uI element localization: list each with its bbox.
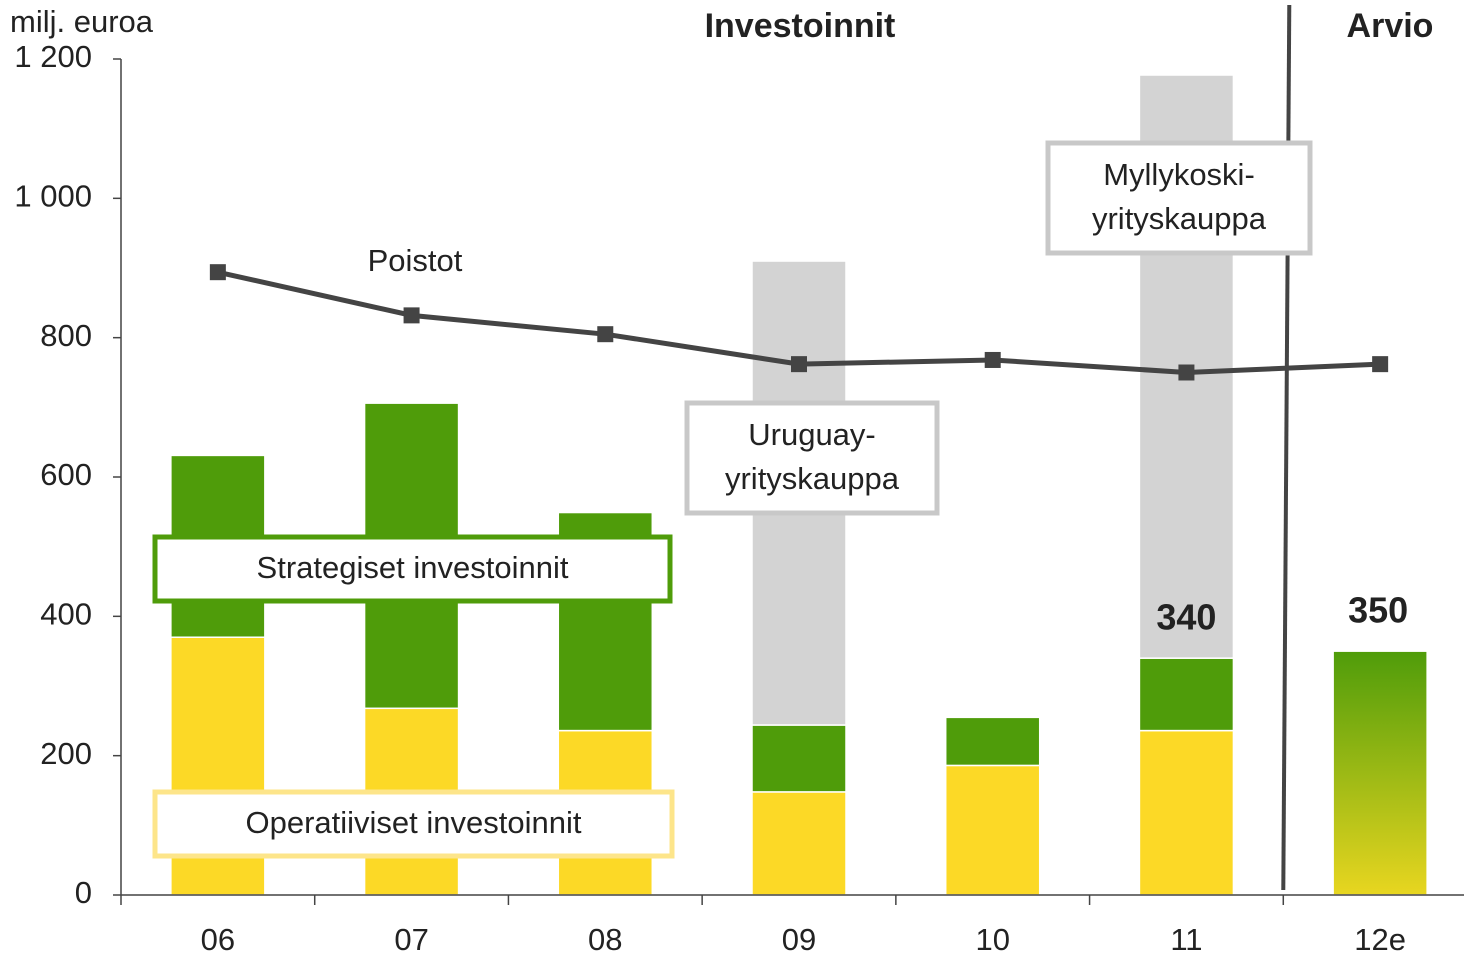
line-marker (1372, 356, 1389, 373)
y-tick-label: 200 (40, 736, 92, 771)
legend-label: Strategiset investoinnit (257, 550, 569, 585)
bar (1332, 650, 1428, 896)
x-tick-label: 11 (1170, 922, 1202, 957)
y-axis-label: milj. euroa (10, 4, 154, 39)
y-tick-label: 0 (75, 875, 92, 910)
data-label: 350 (1348, 590, 1408, 631)
bar (751, 791, 847, 896)
annotation-box (1045, 140, 1313, 256)
annotation: yrityskauppa (1092, 201, 1267, 236)
bar (751, 724, 847, 793)
y-tick-label: 800 (40, 318, 92, 353)
x-tick-label: 12e (1354, 922, 1406, 957)
annotation: yrityskauppa (725, 461, 900, 496)
y-tick-label: 1 000 (14, 179, 92, 214)
y-tick-label: 600 (40, 457, 92, 492)
annotation: Uruguay- (748, 417, 876, 452)
header: Arvio (1347, 7, 1434, 45)
line-marker (984, 351, 1001, 368)
y-tick-label: 1 200 (14, 39, 92, 74)
data-label: 340 (1156, 597, 1216, 638)
bar (1138, 729, 1235, 896)
legend-label: Operatiiviset investoinnit (246, 805, 582, 840)
header: Investoinnit (705, 7, 896, 45)
y-tick-label: 400 (40, 597, 92, 632)
divider (1281, 4, 1292, 891)
bar (944, 716, 1041, 767)
line-label: Poistot (368, 243, 463, 278)
line-marker (597, 326, 614, 343)
x-tick-label: 10 (975, 922, 1009, 957)
bar (1138, 657, 1235, 732)
x-tick-label: 07 (394, 922, 428, 957)
annotation-box (684, 400, 940, 516)
legend-box (152, 789, 675, 859)
x-tick-label: 09 (782, 922, 816, 957)
annotation: Myllykoski- (1103, 157, 1255, 192)
legend-box (152, 534, 673, 604)
x-tick-label: 06 (201, 922, 235, 957)
line-marker (403, 307, 420, 324)
x-tick-label: 08 (588, 922, 622, 957)
bar (944, 764, 1041, 896)
line-marker (209, 264, 226, 281)
line-marker (791, 356, 807, 373)
line-marker (1178, 364, 1195, 381)
